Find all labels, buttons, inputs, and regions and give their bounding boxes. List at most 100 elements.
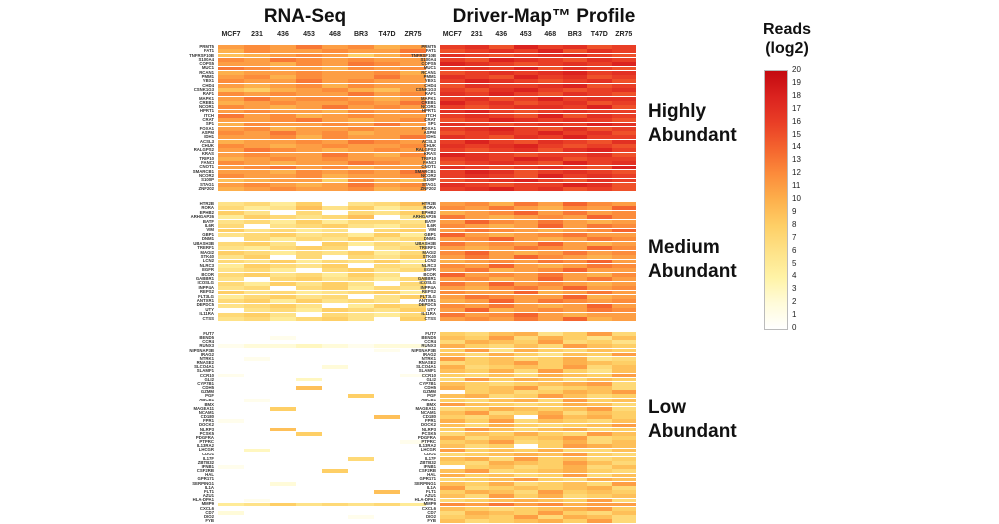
heatmap-cell [489, 469, 514, 474]
heatmap-cell [374, 62, 400, 67]
heatmap-cell [587, 419, 612, 424]
gene-label: ACSL3 [199, 139, 214, 144]
heatmap-cell [322, 228, 348, 233]
heatmap-cell [400, 312, 426, 317]
heatmap-cell [587, 187, 612, 191]
heatmap-cell [489, 473, 514, 478]
heatmap-cell [296, 109, 322, 114]
heatmap-cell [513, 182, 538, 187]
heatmap-cell [587, 165, 612, 170]
heatmap-cell [348, 237, 374, 242]
column-header: 468 [329, 31, 341, 38]
heatmap-cell [489, 461, 514, 465]
gene-label: LCN2 [424, 259, 436, 264]
heatmap-cell [538, 332, 563, 336]
heatmap-cell [322, 477, 348, 482]
heatmap-cell [218, 469, 244, 474]
heatmap-cell [562, 105, 587, 110]
gene-label: IL6R [204, 224, 214, 229]
heatmap-cell [348, 299, 374, 304]
heatmap-cell [270, 498, 296, 503]
heatmap-cell [348, 96, 374, 101]
heatmap-cell [538, 148, 563, 153]
heatmap-cell [244, 152, 270, 157]
heatmap-cell [538, 406, 563, 411]
heatmap-cell [348, 381, 374, 386]
heatmap-cell [440, 206, 465, 211]
heatmap-cell [464, 390, 489, 394]
heatmap-cell [611, 477, 636, 482]
gene-label: GPR171 [197, 477, 214, 482]
heatmap-drivermap-low [440, 332, 636, 523]
heatmap-cell [270, 66, 296, 71]
heatmap-cell [270, 431, 296, 436]
heatmap-cell [611, 70, 636, 75]
heatmap-cell [440, 336, 465, 340]
heatmap-cell [562, 511, 587, 515]
heatmap-cell [464, 356, 489, 361]
heatmap-cell [374, 515, 400, 519]
heatmap-cell [513, 210, 538, 215]
heatmap-cell [513, 381, 538, 386]
heatmap-cell [296, 241, 322, 246]
heatmap-cell [440, 381, 465, 386]
gene-label: CREB1 [199, 100, 214, 105]
heatmap-cell [538, 161, 563, 166]
heatmap-cell [513, 246, 538, 251]
heatmap-cell [562, 498, 587, 503]
heatmap-cell [322, 79, 348, 84]
heatmap-cell [244, 75, 270, 79]
heatmap-cell [374, 255, 400, 260]
heatmap-cell [218, 161, 244, 166]
gene-label: ZNF202 [420, 186, 436, 191]
heatmap-cell [440, 210, 465, 215]
heatmap-cell [400, 139, 426, 144]
heatmap-cell [348, 294, 374, 299]
heatmap-cell [244, 88, 270, 92]
heatmap-cell [440, 109, 465, 114]
gene-label: IL1A [204, 485, 214, 490]
heatmap-cell [348, 174, 374, 179]
heatmap-cell [374, 210, 400, 215]
heatmap-cell [538, 105, 563, 110]
heatmap-cell [440, 277, 465, 282]
heatmap-cell [611, 415, 636, 419]
gene-label: PCSK5 [199, 431, 214, 436]
heatmap-cell [587, 469, 612, 474]
heatmap-cell [562, 456, 587, 461]
heatmap-cell [562, 402, 587, 407]
heatmap-cell [562, 390, 587, 394]
heatmap-cell [440, 96, 465, 101]
heatmap-cell [538, 436, 563, 440]
gene-label: ACSL3 [421, 139, 436, 144]
heatmap-cell [538, 515, 563, 519]
heatmap-cell [322, 394, 348, 399]
gene-label: BEND5 [199, 336, 214, 341]
heatmap-cell [513, 431, 538, 436]
heatmap-cell [322, 83, 348, 88]
heatmap-cell [440, 332, 465, 336]
heatmap-cell [562, 83, 587, 88]
heatmap-cell [587, 131, 612, 135]
heatmap-cell [400, 286, 426, 291]
heatmap-cell [513, 178, 538, 183]
heatmap-cell [562, 502, 587, 507]
heatmap-cell [513, 456, 538, 461]
heatmap-cell [538, 206, 563, 211]
heatmap-cell [464, 402, 489, 407]
heatmap-cell [348, 290, 374, 295]
heatmap-cell [348, 202, 374, 206]
heatmap-cell [464, 268, 489, 273]
heatmap-cell [513, 79, 538, 84]
heatmap-cell [513, 152, 538, 157]
heatmap-cell [296, 498, 322, 503]
heatmap-cell [270, 187, 296, 191]
heatmap-cell [270, 519, 296, 523]
heatmap-cell [562, 88, 587, 92]
heatmap-cell [348, 250, 374, 255]
heatmap-cell [513, 101, 538, 105]
gene-label: IL17F [424, 456, 436, 461]
heatmap-cell [296, 390, 322, 394]
heatmap-cell [270, 152, 296, 157]
heatmap-cell [218, 224, 244, 229]
